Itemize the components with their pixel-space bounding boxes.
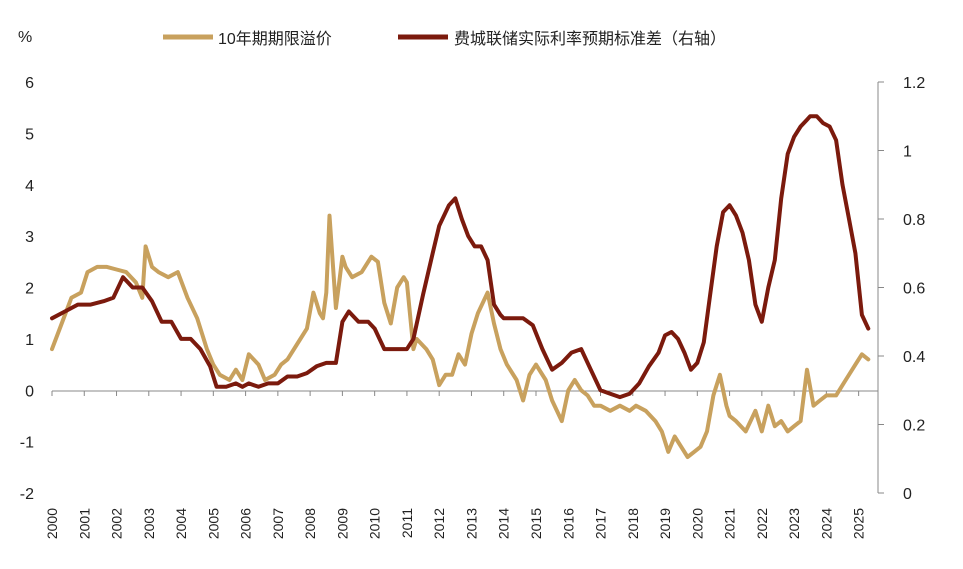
x-tick-label: 2018 [625, 508, 641, 539]
x-tick-label: 2008 [302, 508, 318, 539]
x-tick-label: 2001 [76, 508, 92, 539]
series-line-term-premium [50, 213, 871, 459]
left-tick-label: 1 [25, 332, 34, 349]
left-tick-label: 2 [25, 281, 34, 298]
legend-label-philly-fed-std: 费城联储实际利率预期标准差（右轴） [454, 30, 726, 48]
x-tick-label: 2025 [851, 508, 867, 539]
x-tick-label: 2012 [431, 508, 447, 539]
left-tick-label: 6 [25, 75, 34, 92]
left-tick-label: -2 [20, 486, 34, 503]
left-tick-label: 0 [25, 383, 34, 400]
right-tick-label: 0.8 [903, 212, 925, 229]
left-tick-label: 4 [25, 178, 34, 195]
left-tick-label: 3 [25, 229, 34, 246]
left-tick-label: 5 [25, 126, 34, 143]
x-tick-label: 2013 [463, 508, 479, 539]
x-tick-label: 2002 [109, 508, 125, 539]
x-tick-label: 2003 [141, 508, 157, 539]
right-axis-ticks: 0 0.2 0.4 0.6 0.8 1 1.2 [878, 75, 925, 503]
x-tick-label: 2024 [818, 508, 834, 539]
right-tick-label: 0.2 [903, 418, 925, 435]
x-tick-label: 2016 [560, 508, 576, 539]
x-tick-label: 2023 [786, 508, 802, 539]
x-tick-label: 2011 [399, 508, 415, 538]
left-axis-ticks: -2 -1 0 1 2 3 4 5 6 [20, 75, 34, 503]
right-tick-label: 1.2 [903, 75, 925, 92]
right-tick-label: 0.4 [903, 349, 925, 366]
right-tick-label: 1 [903, 144, 912, 161]
legend: 10年期期限溢价 费城联储实际利率预期标准差（右轴） [163, 30, 726, 48]
left-tick-label: -1 [20, 435, 34, 452]
series-line-philly-fed-std [50, 114, 871, 400]
right-tick-label: 0.6 [903, 281, 925, 298]
x-tick-label: 2017 [593, 508, 609, 539]
x-tick-label: 2009 [334, 508, 350, 539]
x-tick-label: 2007 [270, 508, 286, 539]
x-tick-label: 2020 [689, 508, 705, 539]
x-tick-label: 2004 [173, 508, 189, 539]
x-tick-label: 2014 [496, 508, 512, 539]
x-tick-label: 2000 [44, 508, 60, 539]
x-tick-label: 2015 [528, 508, 544, 539]
x-tick-label: 2005 [205, 508, 221, 539]
x-tick-label: 2019 [657, 508, 673, 539]
x-tick-label: 2006 [238, 508, 254, 539]
x-tick-label: 2021 [722, 508, 738, 539]
x-axis-ticks: 2000 2001 2002 2003 2004 2005 2006 2007 2008 2009… [44, 391, 867, 539]
left-axis-unit-label: % [18, 29, 32, 46]
right-tick-label: 0 [903, 486, 912, 503]
series-layer [50, 114, 871, 459]
x-tick-label: 2010 [367, 508, 383, 539]
legend-label-term-premium: 10年期期限溢价 [218, 30, 332, 48]
x-tick-label: 2022 [754, 508, 770, 539]
